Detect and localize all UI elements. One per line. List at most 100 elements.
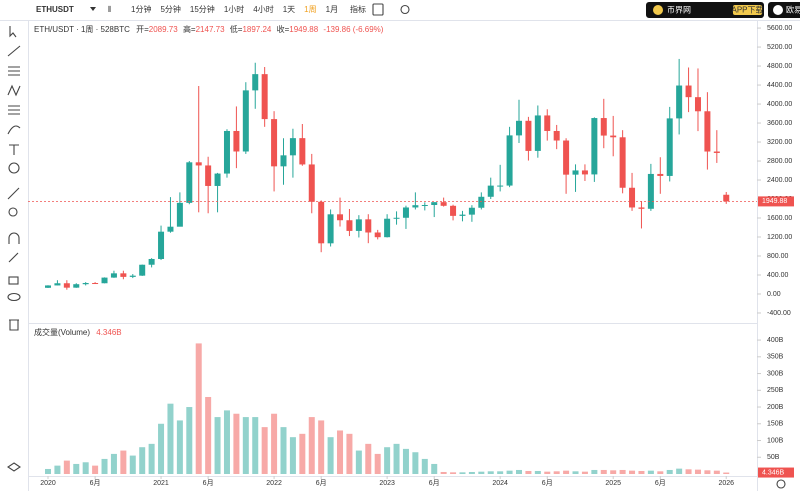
y-tick-label: 4400.00 [767, 82, 792, 89]
y-tick-label: 5600.00 [767, 25, 792, 32]
volume-bar [516, 469, 522, 474]
interval-button[interactable]: 1周 [304, 5, 316, 14]
candle-body [63, 283, 70, 288]
volume-tick-label: 100B [767, 437, 784, 444]
volume-bar [525, 470, 532, 474]
interval-button[interactable]: 4小时 [253, 4, 273, 14]
candle-body [45, 285, 51, 288]
candle-body [647, 173, 654, 209]
candle-body [365, 219, 372, 233]
volume-bar [553, 471, 560, 474]
volume-bar [384, 447, 391, 474]
volume-bar [167, 403, 174, 474]
candle-body [139, 264, 146, 276]
layers-tool[interactable] [7, 462, 21, 472]
volume-bar [129, 455, 136, 474]
volume-bar [252, 417, 259, 474]
volume-bar [280, 427, 287, 474]
visibility-tool[interactable] [7, 292, 21, 302]
volume-bar [468, 471, 475, 474]
volume-bar [355, 450, 362, 474]
volume-bar [205, 396, 212, 474]
candle-body [450, 205, 457, 216]
candle-body [610, 135, 617, 138]
app-download-button[interactable] [733, 5, 762, 15]
brand-logo [653, 5, 663, 15]
last-volume-label: 4.346B [762, 469, 785, 476]
zoom-tool[interactable] [8, 207, 18, 217]
volume-bar [337, 430, 344, 474]
cursor-tool[interactable] [9, 26, 17, 38]
layout-icon[interactable] [372, 3, 384, 16]
volume-bar [676, 468, 683, 474]
interval-button[interactable]: 1月 [326, 5, 338, 14]
volume-bar [450, 472, 457, 474]
volume-bar [440, 471, 447, 474]
brush-tool[interactable] [7, 125, 21, 135]
candle-body [308, 164, 315, 202]
y-tick-label: 4800.00 [767, 63, 792, 70]
drawing-tools [7, 26, 21, 472]
candle-body [723, 194, 730, 202]
volume-bar [563, 470, 570, 474]
pattern-tool[interactable] [7, 84, 21, 97]
y-tick-label: 1600.00 [767, 215, 792, 222]
lock-drawing-tool[interactable] [8, 252, 19, 263]
symbol-dropdown[interactable] [90, 7, 96, 11]
volume-bar [176, 420, 183, 474]
candle-body [158, 231, 165, 259]
candle-body [393, 217, 400, 219]
volume-bar [713, 470, 720, 474]
volume-bar [45, 468, 51, 474]
volume-bar [402, 448, 409, 474]
interval-button[interactable]: 1天 [283, 5, 295, 14]
volume-bar [647, 470, 654, 474]
candle-body [563, 140, 570, 175]
candle-body [92, 283, 99, 285]
magnet-tool[interactable] [8, 232, 20, 244]
candle-body [440, 202, 447, 206]
axis-settings[interactable] [776, 479, 786, 489]
delete-tool[interactable] [9, 319, 19, 331]
volume-bar [73, 463, 80, 474]
volume-bar [101, 458, 108, 474]
volume-bar [82, 462, 89, 474]
candle-body [110, 273, 117, 278]
candle-body [271, 119, 278, 167]
volume-bar [110, 453, 117, 474]
compare-icon[interactable]: ⫴ [108, 5, 111, 14]
settings-icon[interactable] [400, 4, 410, 15]
interval-button[interactable]: 15分钟 [190, 4, 215, 14]
candle-body [252, 74, 259, 91]
volume-tick-label: 300B [767, 370, 784, 377]
y-tick-label: 2400.00 [767, 177, 792, 184]
candle-body [129, 275, 136, 277]
emoji-tool[interactable] [8, 162, 20, 174]
volume-bar [619, 469, 626, 474]
interval-button[interactable]: 1分钟 [131, 4, 151, 14]
candle-body [412, 205, 419, 208]
x-tick-label: 2026 [718, 480, 734, 487]
volume-bar [393, 443, 400, 474]
interval-button[interactable]: 5分钟 [160, 4, 180, 14]
lock-tool[interactable] [8, 276, 19, 285]
candle-body [459, 214, 466, 216]
projection-tool[interactable] [8, 105, 20, 115]
volume-bar [497, 471, 504, 474]
candle-body [666, 118, 673, 176]
candle-body [384, 218, 391, 238]
legend-title: ETH/USDT · 1周 · 528BTC [34, 25, 130, 34]
legend-header: ETH/USDT · 1周 · 528BTC 开=2089.73 高=2147.… [34, 24, 384, 34]
interval-button[interactable]: 1小时 [224, 4, 244, 14]
volume-bar [534, 470, 541, 474]
ruler-tool[interactable] [7, 187, 20, 200]
volume-bar [158, 423, 165, 474]
fib-tool[interactable] [8, 66, 20, 76]
trendline-tool[interactable] [7, 45, 21, 57]
text-tool[interactable] [9, 144, 19, 155]
symbol[interactable]: ETHUSDT [36, 5, 74, 14]
volume-bar [346, 433, 353, 474]
indicators-button[interactable]: 指标 [350, 4, 366, 14]
volume-bar [233, 413, 240, 474]
